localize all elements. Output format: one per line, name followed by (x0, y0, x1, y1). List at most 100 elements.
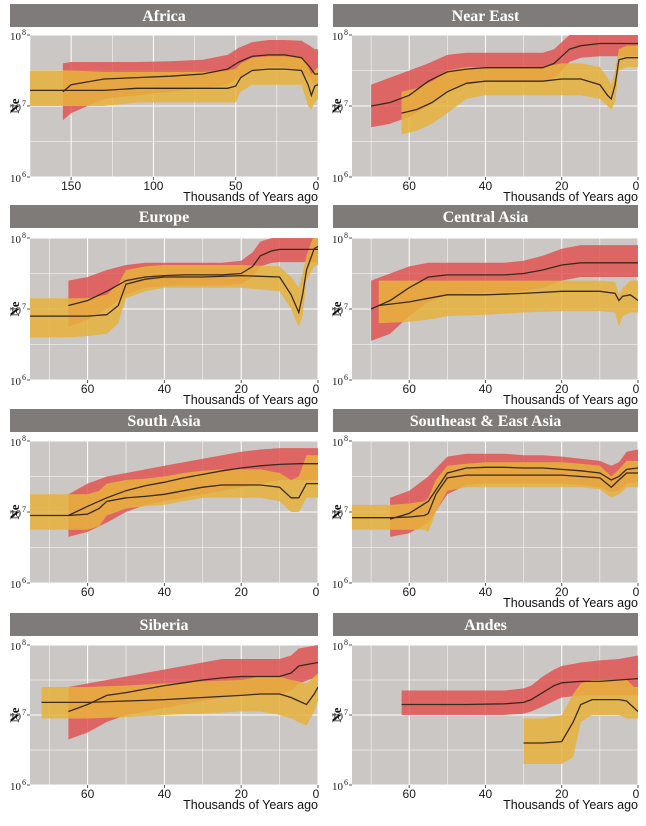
panel-title-bar (10, 4, 318, 27)
y-tick-label: 10 (10, 102, 22, 114)
orange-confidence-band (30, 56, 318, 110)
y-tick-exponent: 7 (344, 505, 348, 514)
y-axis-label: Ne (7, 301, 22, 316)
x-tick-label: 40 (158, 585, 172, 599)
x-axis-label: Thousands of Years ago (503, 596, 638, 610)
y-tick-label: 10 (10, 781, 22, 793)
x-tick-label: 60 (403, 179, 417, 193)
red-median-line (370, 262, 638, 310)
x-tick-label: 60 (403, 585, 417, 599)
orange-confidence-band (401, 45, 638, 135)
y-tick-exponent: 7 (344, 99, 348, 108)
x-tick-label: 20 (555, 179, 569, 193)
x-axis-label: Thousands of Years ago (183, 393, 318, 407)
panel-title: South Asia (127, 413, 200, 430)
y-tick-label: 10 (10, 305, 22, 317)
panel-title-bar (333, 205, 638, 228)
y-tick-label: 10 (332, 579, 344, 591)
x-axis-label: Thousands of Years ago (503, 393, 638, 407)
x-tick-label: 0 (633, 585, 640, 599)
orange-median-line (30, 68, 318, 98)
x-tick-label: 0 (313, 382, 320, 396)
y-tick-exponent: 8 (344, 638, 348, 647)
y-tick-label: 10 (332, 781, 344, 793)
x-tick-label: 100 (143, 179, 163, 193)
orange-median-line (378, 290, 638, 307)
series-group (370, 245, 638, 341)
y-tick-label: 10 (332, 305, 344, 317)
y-tick-label: 10 (10, 437, 22, 449)
x-tick-label: 20 (235, 382, 249, 396)
orange-confidence-band (352, 460, 638, 532)
y-axis-label: Ne (329, 504, 344, 519)
orange-confidence-band (30, 238, 318, 338)
y-axis-label: Ne (329, 301, 344, 316)
panel-title: Siberia (140, 617, 189, 634)
x-tick-label: 20 (235, 787, 249, 801)
y-tick-label: 10 (332, 376, 344, 388)
x-tick-label: 40 (479, 382, 493, 396)
red-confidence-band (401, 655, 638, 715)
red-median-line (68, 248, 318, 307)
x-axis-label: Thousands of Years ago (183, 798, 318, 812)
y-tick-label: 10 (10, 711, 22, 723)
y-tick-label: 10 (332, 31, 344, 43)
x-tick-label: 40 (479, 179, 493, 193)
series-group (370, 35, 638, 135)
y-tick-label: 10 (10, 234, 22, 246)
y-tick-label: 10 (10, 579, 22, 591)
red-median-line (389, 466, 638, 520)
x-tick-label: 40 (479, 585, 493, 599)
orange-confidence-band (378, 280, 638, 327)
red-median-line (370, 42, 638, 107)
panel-title-bar (333, 613, 638, 636)
series-group (401, 655, 638, 764)
x-tick-label: 40 (158, 382, 172, 396)
y-tick-exponent: 8 (344, 28, 348, 37)
y-tick-label: 10 (10, 508, 22, 520)
y-axis-label: Ne (7, 504, 22, 519)
x-tick-label: 20 (555, 382, 569, 396)
y-tick-exponent: 6 (22, 778, 26, 787)
y-tick-exponent: 7 (22, 708, 26, 717)
y-tick-exponent: 6 (344, 170, 348, 179)
panel-title: Southeast & East Asia (410, 413, 562, 430)
y-tick-exponent: 8 (22, 434, 26, 443)
panel-title: Europe (139, 209, 189, 226)
panel-title-bar (333, 4, 638, 27)
x-axis-label: Thousands of Years ago (503, 190, 638, 204)
y-tick-label: 10 (332, 437, 344, 449)
y-tick-label: 10 (332, 173, 344, 185)
panel-title-bar (333, 409, 638, 432)
y-tick-exponent: 7 (22, 302, 26, 311)
orange-median-line (30, 245, 318, 317)
y-tick-label: 10 (10, 641, 22, 653)
x-tick-label: 20 (555, 585, 569, 599)
y-tick-label: 10 (332, 711, 344, 723)
orange-median-line (41, 686, 318, 706)
y-tick-exponent: 6 (344, 576, 348, 585)
red-median-line (62, 54, 318, 93)
panel-title-bar (10, 205, 318, 228)
y-tick-label: 10 (10, 376, 22, 388)
x-tick-label: 0 (313, 585, 320, 599)
x-tick-label: 0 (313, 787, 320, 801)
y-tick-exponent: 7 (344, 708, 348, 717)
y-tick-label: 10 (332, 234, 344, 246)
y-axis-label: Ne (7, 98, 22, 113)
panel-title-bar (10, 613, 318, 636)
y-axis-label: Ne (329, 707, 344, 722)
y-tick-exponent: 8 (22, 231, 26, 240)
red-median-line (68, 463, 318, 517)
y-tick-exponent: 6 (344, 778, 348, 787)
x-tick-label: 0 (313, 179, 320, 193)
x-tick-label: 0 (633, 787, 640, 801)
y-axis-label: Ne (7, 707, 22, 722)
